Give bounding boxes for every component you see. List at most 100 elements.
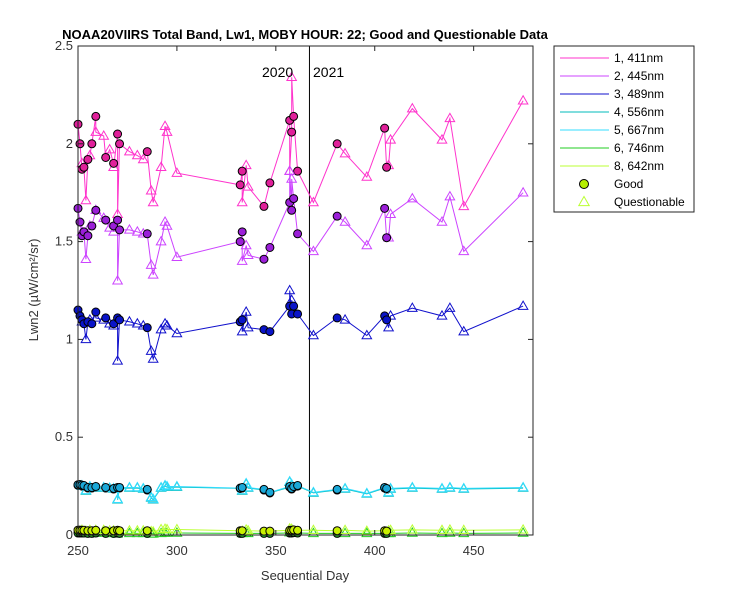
- good-marker: [237, 482, 247, 492]
- legend-good-marker: [579, 179, 589, 189]
- good-marker: [101, 152, 111, 162]
- questionable-marker: [339, 527, 351, 538]
- questionable-marker: [155, 235, 167, 246]
- questionable-marker: [171, 167, 183, 177]
- good-marker: [382, 162, 392, 172]
- x-tick-label: 400: [364, 543, 386, 558]
- questionable-marker: [123, 527, 136, 538]
- good-marker: [259, 254, 269, 264]
- questionable-marker: [458, 200, 470, 211]
- good-marker: [115, 225, 125, 235]
- good-marker: [235, 180, 245, 190]
- questionable-marker: [111, 354, 124, 365]
- questionable-marker: [458, 482, 470, 493]
- good-marker: [91, 481, 101, 491]
- questionable-marker: [436, 524, 448, 535]
- questionable-marker: [104, 143, 116, 154]
- questionable-marker: [80, 253, 92, 263]
- questionable-marker: [444, 481, 456, 492]
- questionable-marker: [145, 184, 157, 195]
- questionable-marker: [240, 306, 252, 316]
- questionable-marker: [123, 524, 136, 535]
- good-marker: [142, 229, 152, 239]
- good-marker: [115, 526, 125, 536]
- good-marker: [83, 154, 93, 164]
- questionable-marker: [444, 190, 456, 201]
- questionable-marker: [123, 315, 136, 326]
- questionable-marker: [131, 481, 143, 492]
- legend: 1, 411nm 2, 445nm 3, 489nm 4, 556nm 5, 667nm…: [553, 45, 695, 213]
- data-layer: [73, 46, 529, 538]
- y-tick-label: 1.5: [55, 234, 73, 249]
- questionable-marker: [361, 527, 373, 538]
- questionable-marker: [339, 147, 351, 158]
- questionable-marker: [98, 129, 110, 140]
- questionable-marker: [307, 486, 320, 497]
- year-label-2020: 2020: [262, 64, 293, 80]
- good-marker: [293, 166, 303, 176]
- good-marker: [237, 526, 247, 536]
- questionable-marker: [171, 480, 183, 491]
- questionable-marker: [155, 481, 167, 492]
- good-marker: [91, 111, 101, 121]
- good-marker: [109, 158, 119, 168]
- good-marker: [382, 233, 392, 243]
- questionable-marker: [242, 249, 254, 260]
- good-marker: [289, 301, 299, 311]
- legend-entry: 6, 746nm: [614, 141, 664, 155]
- questionable-marker: [517, 94, 529, 105]
- questionable-marker: [90, 311, 102, 322]
- good-marker: [101, 482, 111, 492]
- good-marker: [332, 484, 342, 494]
- questionable-marker: [161, 126, 173, 136]
- questionable-marker: [131, 225, 143, 236]
- questionable-marker: [307, 245, 320, 256]
- good-marker: [237, 166, 247, 176]
- x-axis-label: Sequential Day: [261, 568, 350, 583]
- questionable-marker: [123, 223, 136, 234]
- good-marker: [380, 123, 390, 133]
- good-marker: [101, 313, 111, 323]
- questionable-marker: [307, 196, 320, 207]
- legend-entry: 4, 556nm: [614, 105, 664, 119]
- good-marker: [142, 526, 152, 536]
- good-marker: [265, 327, 275, 337]
- x-tick-label: 300: [166, 543, 188, 558]
- y-tick-label: 2.5: [55, 38, 73, 53]
- good-marker: [115, 315, 125, 325]
- good-marker: [237, 227, 247, 237]
- questionable-marker: [458, 245, 470, 256]
- good-marker: [332, 313, 342, 323]
- questionable-marker: [131, 317, 143, 328]
- questionable-marker: [444, 527, 456, 537]
- good-marker: [289, 194, 299, 204]
- legend-entry: 5, 667nm: [614, 123, 664, 137]
- good-marker: [382, 526, 392, 536]
- questionable-marker: [123, 481, 136, 492]
- good-marker: [265, 178, 275, 188]
- series-7: [73, 522, 529, 536]
- questionable-marker: [458, 527, 470, 538]
- y-tick-label: 2: [66, 136, 73, 151]
- questionable-marker: [171, 251, 183, 261]
- good-marker: [87, 319, 97, 329]
- legend-entry-good: Good: [614, 177, 643, 191]
- questionable-marker: [80, 194, 92, 205]
- questionable-marker: [384, 208, 397, 218]
- questionable-marker: [406, 527, 418, 537]
- questionable-marker: [406, 523, 418, 534]
- questionable-marker: [339, 216, 351, 226]
- questionable-marker: [111, 493, 124, 503]
- y-tick-label: 1: [66, 331, 73, 346]
- questionable-marker: [159, 317, 171, 328]
- questionable-marker: [339, 482, 351, 493]
- questionable-marker: [171, 327, 183, 338]
- axes-box: [77, 45, 534, 536]
- questionable-marker: [382, 321, 395, 332]
- questionable-marker: [517, 527, 529, 537]
- good-marker: [235, 237, 245, 247]
- questionable-marker: [286, 173, 298, 183]
- questionable-marker: [444, 302, 456, 312]
- good-marker: [115, 482, 125, 492]
- series-5: [73, 475, 529, 503]
